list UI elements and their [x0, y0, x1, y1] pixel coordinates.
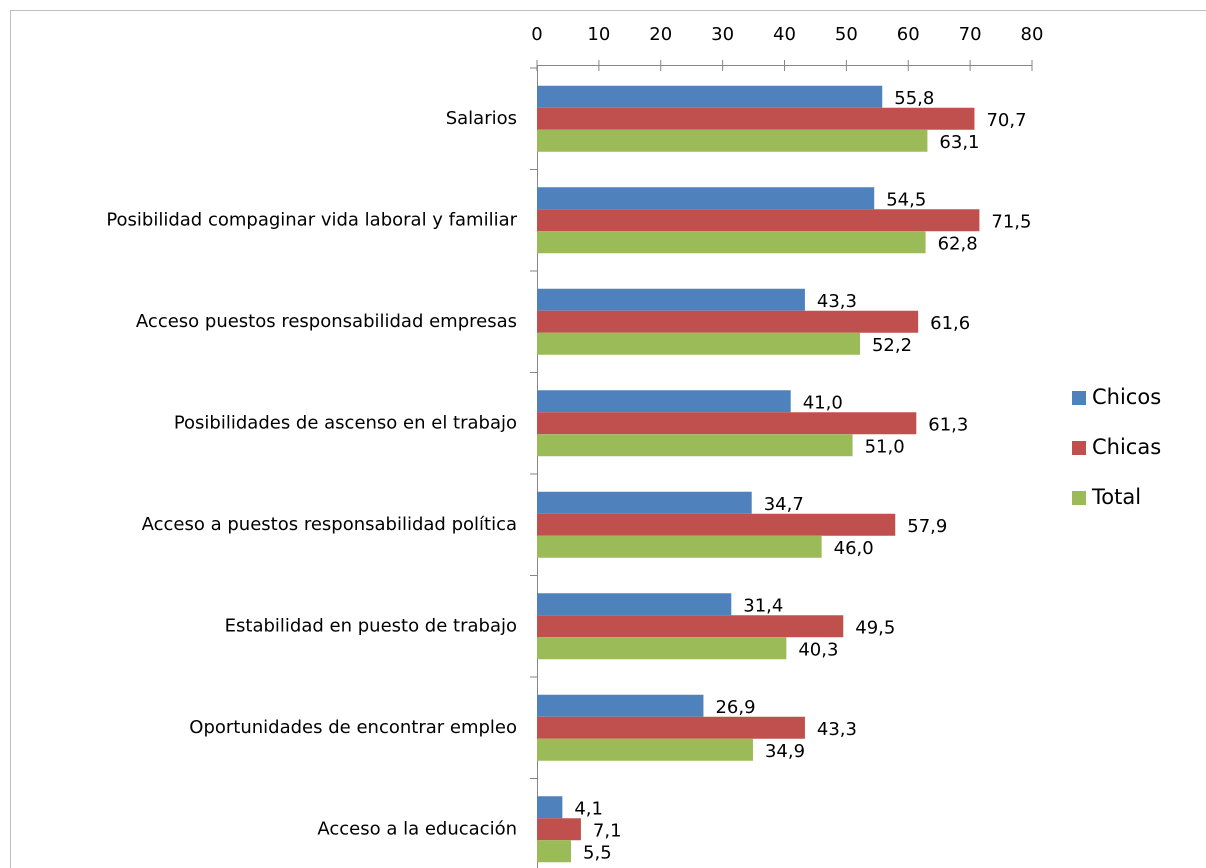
- x-tick-label: 10: [587, 24, 610, 45]
- y-tick-label: Salarios: [446, 108, 517, 129]
- data-label: 7,1: [593, 820, 622, 841]
- data-label: 63,1: [939, 132, 979, 153]
- data-label: 55,8: [894, 88, 934, 109]
- y-tick-label: Posibilidad compaginar vida laboral y fa…: [106, 209, 517, 230]
- bar: [537, 288, 805, 311]
- bar: [537, 187, 875, 210]
- chart-frame: [10, 10, 1206, 868]
- legend-swatch: [1072, 491, 1086, 505]
- bar: [537, 107, 975, 130]
- data-label: 31,4: [743, 595, 783, 616]
- y-tick-label: Posibilidades de ascenso en el trabajo: [174, 412, 517, 433]
- bar: [537, 412, 917, 435]
- legend-label: Total: [1091, 485, 1141, 509]
- bar: [537, 615, 844, 638]
- data-label: 61,6: [930, 313, 970, 334]
- data-label: 41,0: [803, 392, 843, 413]
- legend-label: Chicas: [1092, 435, 1161, 459]
- bar: [537, 513, 896, 536]
- data-label: 51,0: [865, 436, 905, 457]
- data-label: 43,3: [817, 291, 857, 312]
- bar: [537, 209, 980, 232]
- y-tick-label: Acceso a la educación: [317, 818, 517, 839]
- data-label: 34,9: [765, 741, 805, 762]
- bar: [537, 535, 822, 558]
- bar: [537, 310, 919, 333]
- bar: [537, 390, 791, 413]
- data-label: 40,3: [798, 639, 838, 660]
- x-tick-label: 80: [1021, 24, 1044, 45]
- bar: [537, 716, 805, 739]
- y-tick-label: Oportunidades de encontrar empleo: [189, 717, 517, 738]
- data-label: 49,5: [855, 617, 895, 638]
- bar: [537, 491, 752, 514]
- x-tick-label: 20: [649, 24, 672, 45]
- x-tick-label: 50: [835, 24, 858, 45]
- data-label: 5,5: [583, 842, 612, 863]
- data-label: 46,0: [834, 538, 874, 559]
- y-tick-label: Estabilidad en puesto de trabajo: [225, 615, 517, 636]
- data-label: 43,3: [817, 719, 857, 740]
- y-tick-label: Acceso puestos responsabilidad empresas: [136, 311, 517, 332]
- y-tick-label: Acceso a puestos responsabilidad polític…: [142, 514, 517, 535]
- data-label: 61,3: [928, 414, 968, 435]
- bar: [537, 593, 732, 616]
- x-tick-label: 40: [773, 24, 796, 45]
- bar: [537, 85, 883, 108]
- data-label: 71,5: [991, 211, 1031, 232]
- data-label: 26,9: [715, 697, 755, 718]
- bar: [537, 840, 572, 863]
- data-label: 70,7: [986, 110, 1026, 131]
- data-label: 57,9: [907, 516, 947, 537]
- legend-swatch: [1072, 391, 1086, 405]
- data-label: 62,8: [938, 233, 978, 254]
- bar: [537, 129, 928, 152]
- legend-swatch: [1072, 441, 1086, 455]
- bar: [537, 738, 753, 761]
- x-tick-label: 30: [711, 24, 734, 45]
- data-label: 34,7: [764, 494, 804, 515]
- bar: [537, 231, 926, 254]
- data-label: 54,5: [886, 189, 926, 210]
- data-label: 52,2: [872, 335, 912, 356]
- data-label: 4,1: [574, 798, 603, 819]
- legend-label: Chicos: [1092, 385, 1161, 409]
- bar: [537, 694, 704, 717]
- bar: [537, 796, 563, 819]
- bar: [537, 818, 581, 841]
- bar: [537, 332, 860, 355]
- x-tick-label: 60: [897, 24, 920, 45]
- bar: [537, 637, 787, 660]
- x-tick-label: 70: [959, 24, 982, 45]
- bar: [537, 434, 853, 457]
- x-tick-label: 0: [531, 24, 542, 45]
